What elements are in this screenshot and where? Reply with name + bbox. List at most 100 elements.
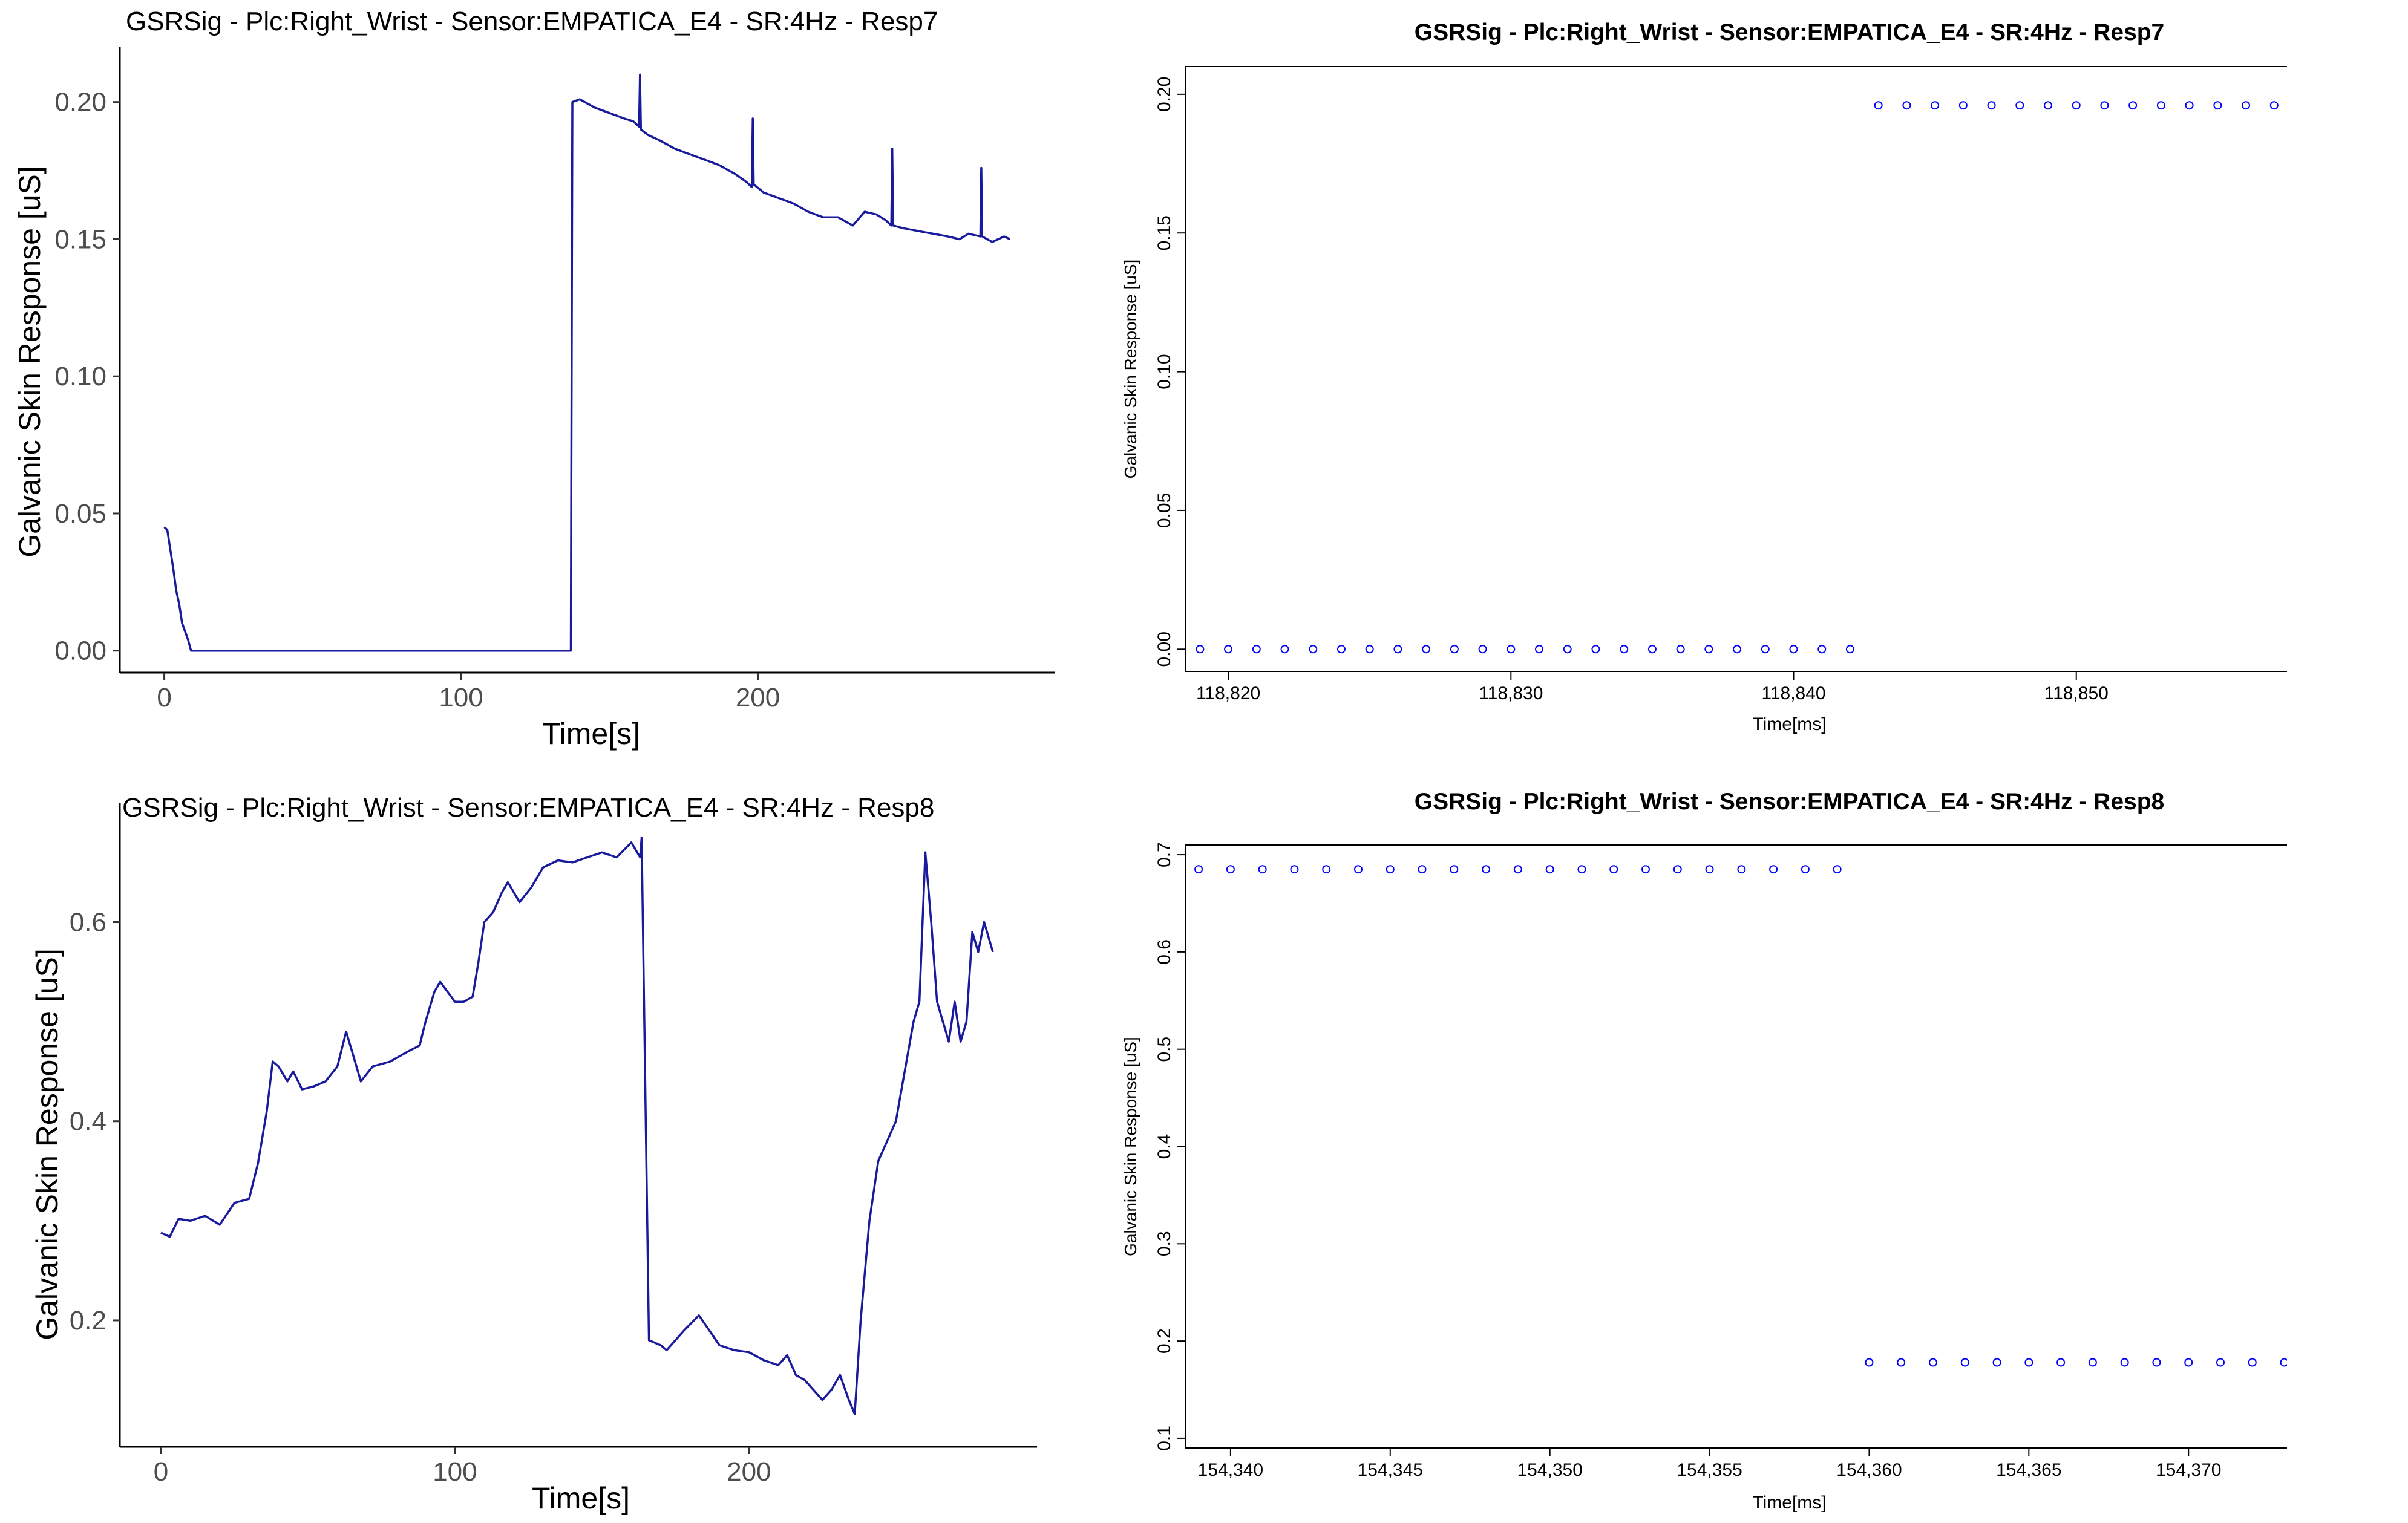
data-point <box>1987 101 1996 110</box>
data-point <box>1789 645 1798 654</box>
data-point <box>2024 1358 2033 1367</box>
y-tick-label: 0.15 <box>54 224 106 254</box>
chart-resp7-line: GSRSig - Plc:Right_Wrist - Sensor:EMPATI… <box>13 7 1055 751</box>
data-point <box>1931 101 1940 110</box>
x-axis-label: Time[s] <box>542 717 640 751</box>
data-point <box>1309 645 1318 654</box>
axes: 118,820118,830118,840118,850118,8600.000… <box>1154 66 2287 703</box>
chart-title: GSRSig - Plc:Right_Wrist - Sensor:EMPATI… <box>126 7 938 36</box>
data-point <box>1737 865 1746 874</box>
data-series <box>160 836 994 1415</box>
y-tick-label: 0.10 <box>1154 354 1174 389</box>
data-point <box>1418 865 1427 874</box>
data-point <box>1960 1358 1969 1367</box>
data-point <box>1563 645 1572 654</box>
data-point <box>2044 101 2052 110</box>
y-tick-label: 0.6 <box>1154 939 1174 965</box>
data-point <box>1224 645 1233 654</box>
y-tick-label: 0.6 <box>70 908 106 938</box>
y-tick-label: 0.00 <box>1154 631 1174 667</box>
data-point <box>2156 101 2165 110</box>
y-tick-label: 0.2 <box>1154 1328 1174 1354</box>
x-tick-label: 154,345 <box>1358 1460 1423 1480</box>
data-series <box>1196 101 2279 654</box>
data-point <box>1280 645 1289 654</box>
data-point <box>1761 645 1770 654</box>
series-line <box>163 73 1011 652</box>
x-tick-label: 154,350 <box>1517 1460 1582 1480</box>
x-axis-label: Time[ms] <box>1752 1493 1826 1513</box>
data-point <box>1450 865 1459 874</box>
data-point <box>2072 101 2081 110</box>
x-tick-label: 154,355 <box>1677 1460 1742 1480</box>
x-tick-label: 0 <box>154 1457 168 1487</box>
y-tick-label: 0.05 <box>54 499 106 529</box>
data-point <box>2128 101 2138 110</box>
x-tick-label: 118,850 <box>2044 683 2109 703</box>
y-tick-label: 0.3 <box>1154 1231 1174 1256</box>
data-point <box>2120 1358 2129 1367</box>
axes: 0 100 200 0.00 0.05 0.10 0.15 0.20 <box>54 47 1055 713</box>
data-point <box>1992 1358 2001 1367</box>
data-point <box>1450 645 1459 654</box>
data-point <box>1507 645 1516 654</box>
data-point <box>2248 1358 2257 1367</box>
data-point <box>1929 1358 1937 1367</box>
x-tick-label: 100 <box>433 1457 477 1487</box>
data-point <box>2280 1358 2287 1367</box>
data-point <box>1833 865 1842 874</box>
y-tick-label: 0.00 <box>54 636 106 666</box>
data-point <box>1577 865 1586 874</box>
chart-resp7-points: GSRSig - Plc:Right_Wrist - Sensor:EMPATI… <box>1121 19 2287 734</box>
x-tick-label: 154,365 <box>1996 1460 2061 1480</box>
data-point <box>2185 101 2194 110</box>
data-point <box>2242 101 2251 110</box>
series-line <box>160 836 994 1415</box>
x-tick-label: 154,340 <box>1198 1460 1263 1480</box>
data-point <box>1620 645 1629 654</box>
data-point <box>2216 1358 2225 1367</box>
y-tick-label: 0.20 <box>1154 77 1174 112</box>
y-axis-label: Galvanic Skin Response [uS] <box>13 166 47 558</box>
data-series <box>1194 865 2287 1367</box>
data-point <box>1354 865 1363 874</box>
plot-frame <box>1185 844 2287 1449</box>
y-tick-label: 0.7 <box>1154 842 1174 867</box>
y-tick-label: 0.5 <box>1154 1037 1174 1062</box>
data-point <box>2213 101 2222 110</box>
x-tick-label: 0 <box>157 683 171 713</box>
data-point <box>1482 865 1491 874</box>
data-point <box>1252 645 1261 654</box>
y-tick-label: 0.10 <box>54 362 106 391</box>
data-point <box>1647 645 1657 654</box>
axes: 0 100 200 0.2 0.4 0.6 <box>70 803 1037 1487</box>
y-axis-label: Galvanic Skin Response [uS] <box>1121 259 1140 479</box>
data-point <box>1258 865 1267 874</box>
data-point <box>1322 865 1331 874</box>
data-point <box>1478 645 1487 654</box>
data-series <box>163 73 1011 652</box>
data-point <box>1337 645 1346 654</box>
x-tick-label: 200 <box>736 683 780 713</box>
data-point <box>1902 101 1911 110</box>
x-tick-label: 154,360 <box>1836 1460 1902 1480</box>
x-axis-label: Time[s] <box>532 1481 630 1515</box>
data-point <box>1958 101 1968 110</box>
chart-resp8-points: GSRSig - Plc:Right_Wrist - Sensor:EMPATI… <box>1121 789 2287 1513</box>
data-point <box>2015 101 2024 110</box>
data-point <box>1194 865 1203 874</box>
data-point <box>1422 645 1431 654</box>
y-tick-label: 0.15 <box>1154 215 1174 250</box>
y-tick-label: 0.05 <box>1154 493 1174 528</box>
y-tick-label: 0.20 <box>54 88 106 117</box>
data-point <box>1705 865 1714 874</box>
y-tick-label: 0.2 <box>70 1306 106 1335</box>
data-point <box>2100 101 2109 110</box>
data-point <box>1591 645 1600 654</box>
plot-frame <box>1185 66 2287 672</box>
data-point <box>1769 865 1778 874</box>
data-point <box>1801 865 1810 874</box>
y-axis-label: Galvanic Skin Response [uS] <box>1121 1037 1140 1256</box>
data-point <box>1393 645 1402 654</box>
x-tick-label: 118,830 <box>1479 683 1543 703</box>
